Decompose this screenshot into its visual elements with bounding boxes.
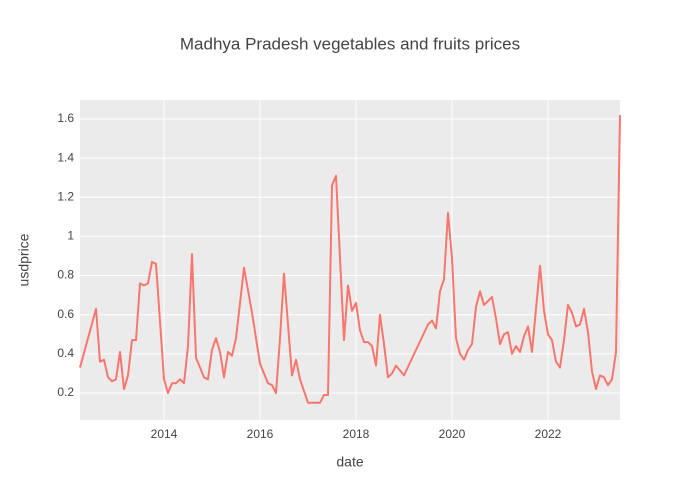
- x-tick-label: 2020: [439, 427, 466, 441]
- plot-background: [80, 100, 620, 420]
- x-axis-title: date: [336, 454, 363, 470]
- y-tick-label: 0.4: [57, 346, 74, 360]
- y-tick-label: 1.4: [57, 150, 74, 164]
- x-tick-label: 2018: [343, 427, 370, 441]
- y-axis-title: usdprice: [16, 233, 32, 286]
- data-line: [79, 115, 621, 404]
- x-tick-label: 2022: [535, 427, 562, 441]
- y-tick-label: 1.6: [57, 111, 74, 125]
- y-tick-label: 1: [67, 229, 74, 243]
- y-tick-label: 1.2: [57, 189, 74, 203]
- y-tick-label: 0.6: [57, 307, 74, 321]
- y-tick-label: 0.2: [57, 385, 74, 399]
- x-tick-label: 2014: [151, 427, 178, 441]
- chart-title: Madhya Pradesh vegetables and fruits pri…: [180, 34, 520, 53]
- y-tick-label: 0.8: [57, 268, 74, 282]
- x-tick-label: 2016: [247, 427, 274, 441]
